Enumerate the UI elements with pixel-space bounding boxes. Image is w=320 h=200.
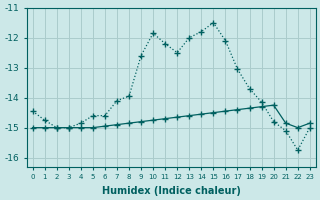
X-axis label: Humidex (Indice chaleur): Humidex (Indice chaleur) <box>102 186 241 196</box>
